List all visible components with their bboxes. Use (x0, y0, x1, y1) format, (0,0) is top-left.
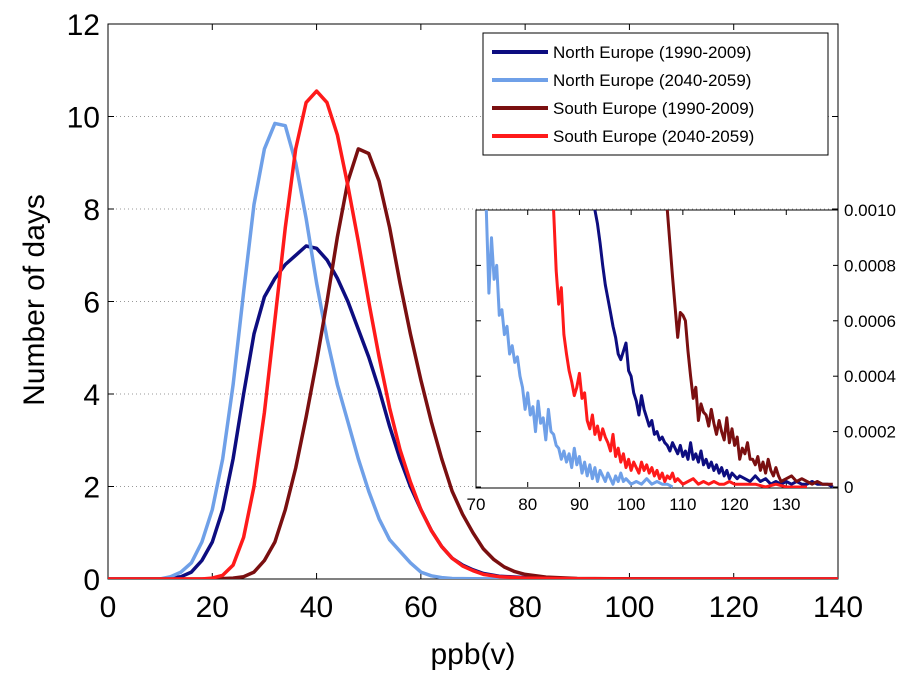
inset-chart: 70 80 90 100 110 120 130 0 0.0002 0.0004 0.0006 0.0… (467, 201, 896, 514)
inset-series-lines (484, 210, 834, 488)
inset-series-line-3 (665, 210, 833, 486)
inset-x-tick-label: 120 (720, 495, 748, 514)
y-tick-label: 4 (83, 379, 100, 412)
main-series-lines (108, 89, 838, 579)
inset-series-line-4 (552, 210, 807, 488)
inset-axis-ticks: 70 80 90 100 110 120 130 0 0.0002 0.0004 0.0006 0.0… (467, 201, 896, 514)
inset-x-tick-label: 100 (617, 495, 645, 514)
series-line-4 (108, 89, 838, 579)
y-tick-label: 12 (67, 9, 100, 42)
legend: North Europe (1990-2009) North Europe (20… (482, 32, 829, 156)
inset-series-line-1 (593, 210, 834, 488)
inset-x-tick-label: 110 (669, 495, 696, 514)
x-tick-label: 120 (709, 591, 759, 624)
x-tick-label: 60 (404, 591, 437, 624)
legend-label-3: South Europe (1990-2009) (553, 99, 754, 118)
legend-label-4: South Europe (2040-2059) (553, 127, 754, 146)
series-line-3 (108, 147, 838, 579)
inset-y-tick-label: 0.0008 (844, 256, 896, 275)
x-axis-label: ppb(v) (430, 638, 515, 671)
inset-x-tick-label: 80 (518, 495, 537, 514)
x-tick-label: 140 (813, 591, 863, 624)
inset-plot-frame (475, 209, 839, 489)
inset-y-tick-label: 0.0010 (844, 201, 896, 220)
y-tick-label: 10 (67, 102, 100, 135)
y-axis-label: Number of days (18, 194, 51, 406)
main-axis-ticks: 0 20 40 60 80 100 120 140 0 2 4 6 8 10 12 (67, 9, 863, 624)
legend-label-1: North Europe (1990-2009) (553, 43, 751, 62)
inset-y-tick-label: 0.0004 (844, 367, 896, 386)
inset-x-tick-label: 130 (772, 495, 800, 514)
y-tick-label: 8 (83, 194, 100, 227)
inset-x-tick-label: 90 (570, 495, 589, 514)
y-tick-label: 0 (83, 564, 100, 597)
x-tick-label: 100 (604, 591, 654, 624)
inset-y-tick-label: 0.0006 (844, 312, 896, 331)
series-line-2 (108, 121, 838, 579)
x-tick-label: 40 (300, 591, 333, 624)
x-tick-label: 80 (508, 591, 541, 624)
y-tick-label: 6 (83, 287, 100, 320)
y-tick-label: 2 (83, 472, 100, 505)
x-tick-label: 20 (196, 591, 229, 624)
inset-y-tick-label: 0.0002 (844, 423, 896, 442)
inset-x-tick-label: 70 (467, 495, 486, 514)
x-tick-label: 0 (100, 591, 117, 624)
legend-label-2: North Europe (2040-2059) (553, 71, 751, 90)
inset-y-tick-label: 0 (844, 478, 853, 497)
inset-series-line-2 (484, 210, 674, 488)
